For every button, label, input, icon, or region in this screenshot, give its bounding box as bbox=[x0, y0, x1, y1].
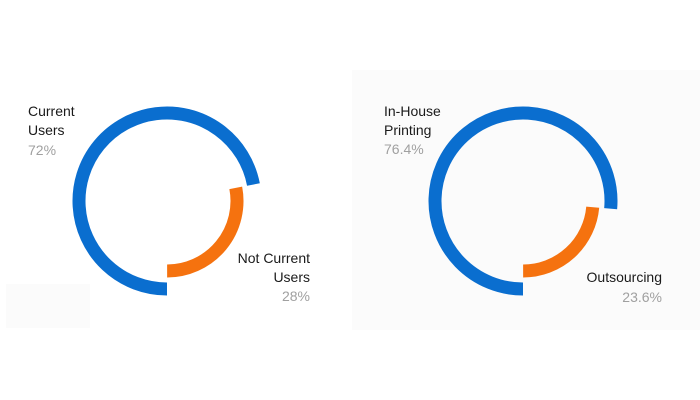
label-line: Not Current bbox=[237, 250, 310, 266]
value-outsourcing: 23.6% bbox=[622, 289, 662, 305]
label-line: In-House bbox=[384, 103, 441, 119]
ring-segment-not-current-users bbox=[166, 186, 244, 278]
ring-segment-current-users bbox=[72, 106, 260, 296]
left-faint-box bbox=[6, 284, 90, 328]
label-current-users: Current Users bbox=[28, 102, 75, 140]
ring-segment-outsourcing bbox=[522, 206, 600, 278]
label-line: Users bbox=[28, 122, 65, 138]
label-in-house-printing: In-House Printing bbox=[384, 102, 441, 140]
value-in-house-printing: 76.4% bbox=[384, 141, 424, 157]
value-not-current-users: 28% bbox=[281, 288, 310, 304]
ring-segment-in-house-printing bbox=[428, 106, 618, 296]
label-line: Outsourcing bbox=[586, 269, 662, 285]
label-not-current-users: Not Current Users bbox=[238, 249, 310, 287]
label-line: Current bbox=[28, 103, 75, 119]
label-line: Users bbox=[273, 269, 310, 285]
value-current-users: 72% bbox=[28, 142, 57, 158]
label-line: Printing bbox=[384, 122, 432, 138]
label-outsourcing: Outsourcing bbox=[587, 268, 662, 287]
